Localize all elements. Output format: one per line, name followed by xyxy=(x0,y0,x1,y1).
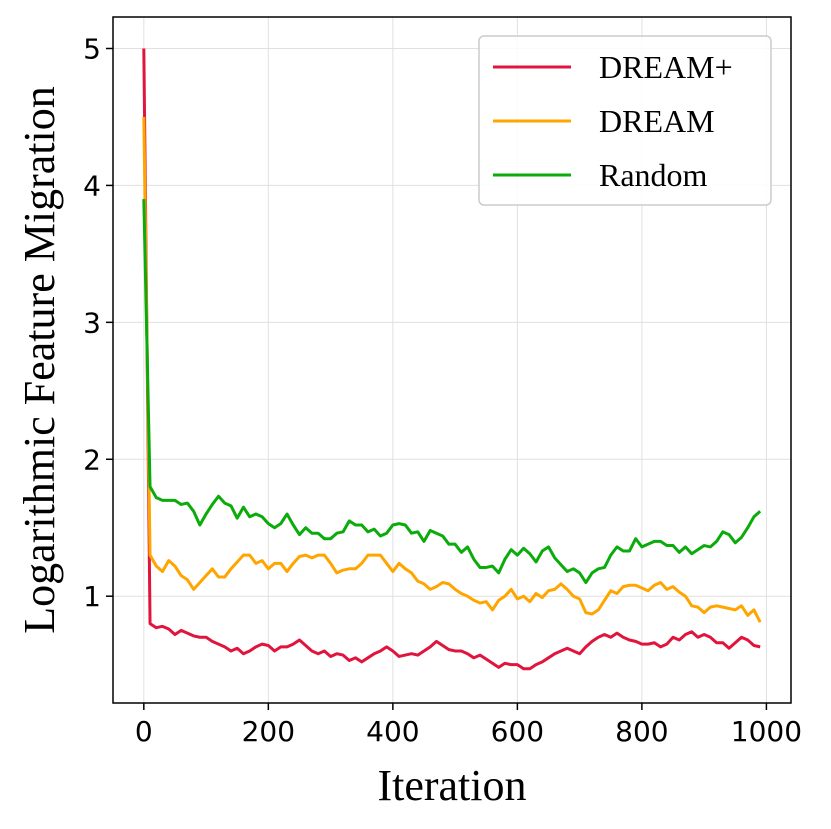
x-tick-label: 600 xyxy=(491,715,544,748)
y-tick-label: 2 xyxy=(83,443,101,476)
x-tick-label: 200 xyxy=(242,715,295,748)
x-axis-label: Iteration xyxy=(377,761,526,810)
y-tick-label: 1 xyxy=(83,580,101,613)
y-tick-label: 5 xyxy=(83,32,101,65)
y-tick-label: 4 xyxy=(83,169,101,202)
series-line xyxy=(142,116,762,623)
y-axis-label: Logarithmic Feature Migration xyxy=(15,86,64,633)
series-line xyxy=(142,199,762,585)
y-tick-label: 3 xyxy=(83,306,101,339)
x-tick-label: 1000 xyxy=(731,715,802,748)
legend-label: DREAM xyxy=(599,103,715,139)
legend-box xyxy=(478,35,772,206)
x-tick-label: 0 xyxy=(135,715,153,748)
plot-frame xyxy=(112,16,792,704)
x-tick-label: 800 xyxy=(615,715,668,748)
legend-label: DREAM+ xyxy=(599,49,733,85)
series-line xyxy=(142,48,761,671)
legend-label: Random xyxy=(599,157,708,193)
x-tick-label: 400 xyxy=(366,715,419,748)
